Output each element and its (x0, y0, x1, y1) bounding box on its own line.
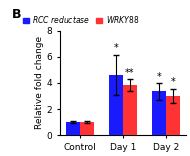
Bar (166, 96, 180, 135)
Y-axis label: Relative fold change: Relative fold change (35, 36, 44, 129)
Legend: $RCC\ reductase$, $WRKY88$: $RCC\ reductase$, $WRKY88$ (20, 11, 142, 29)
Bar (80, 122, 93, 135)
Text: *: * (157, 72, 162, 82)
Text: *: * (171, 78, 176, 88)
Text: B: B (12, 8, 22, 21)
Bar (66, 122, 80, 135)
Bar (152, 91, 166, 135)
Text: **: ** (125, 68, 135, 78)
Bar (123, 85, 137, 135)
Text: *: * (114, 44, 118, 54)
Bar (109, 75, 123, 135)
